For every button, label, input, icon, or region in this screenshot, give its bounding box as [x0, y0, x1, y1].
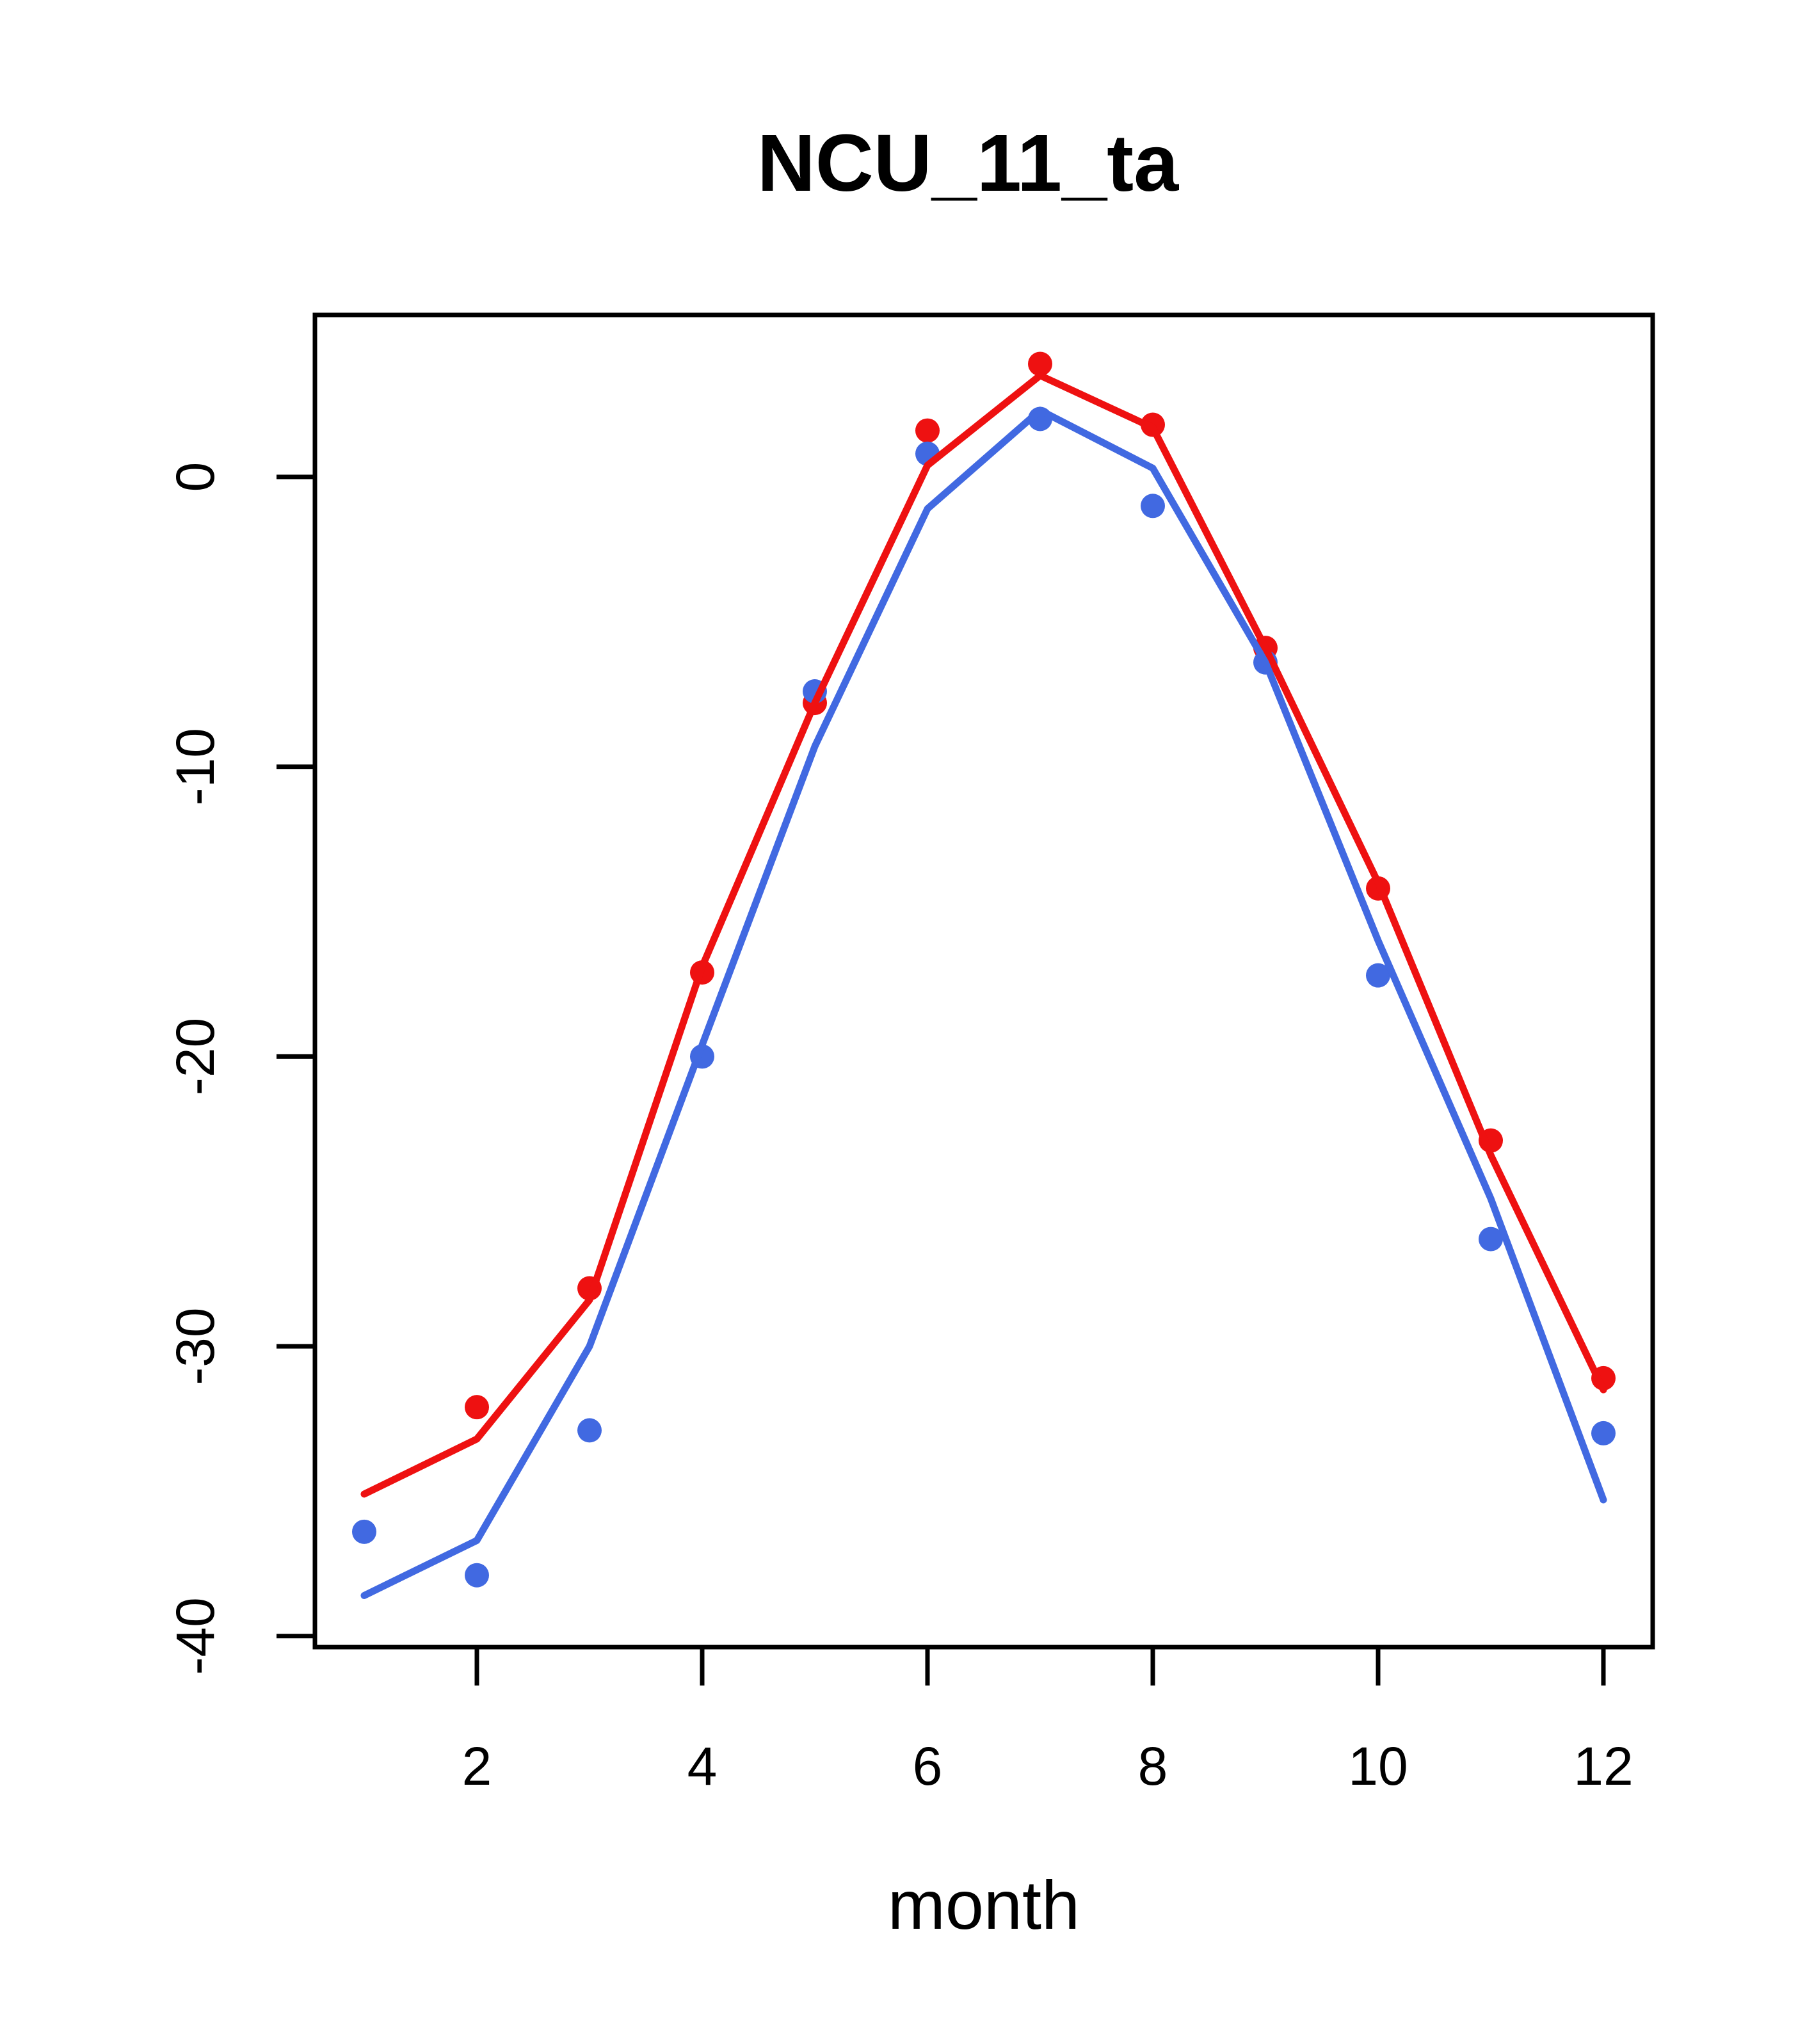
blue-points-marker [1591, 1420, 1616, 1445]
blue-points-marker [1141, 494, 1165, 519]
chart-title: NCU_11_ta [757, 118, 1179, 208]
y-tick-label: -10 [165, 728, 225, 805]
plot-box [312, 312, 1655, 1650]
data-series-layer [352, 351, 1616, 1599]
red-points-marker [465, 1395, 489, 1420]
red-points [465, 351, 1616, 1420]
y-tick-label: -20 [165, 1018, 225, 1095]
red-points-marker [915, 418, 940, 443]
x-tick-label: 4 [687, 1736, 718, 1796]
x-tick-label: 2 [462, 1736, 492, 1796]
y-tick-label: -40 [165, 1597, 225, 1675]
x-tick-label: 10 [1348, 1736, 1408, 1796]
x-tick-label: 6 [913, 1736, 943, 1796]
x-axis-title: month [888, 1866, 1080, 1943]
x-tick-label: 8 [1138, 1736, 1168, 1796]
red-line [360, 372, 1607, 1498]
blue-points-marker [465, 1563, 489, 1588]
blue-points-marker [1366, 963, 1390, 988]
blue-points-marker [1479, 1227, 1503, 1251]
y-tick-label: -30 [165, 1307, 225, 1385]
x-tick-label: 12 [1573, 1736, 1633, 1796]
blue-points-marker [352, 1519, 376, 1544]
axes-layer: 0 -10 -20 -30 -40 2 4 6 8 10 12 [165, 312, 1655, 1796]
blue-points-marker [577, 1418, 602, 1443]
y-tick-label: 0 [165, 462, 225, 492]
blue-line [360, 406, 1607, 1599]
red-points-marker [1028, 351, 1052, 376]
